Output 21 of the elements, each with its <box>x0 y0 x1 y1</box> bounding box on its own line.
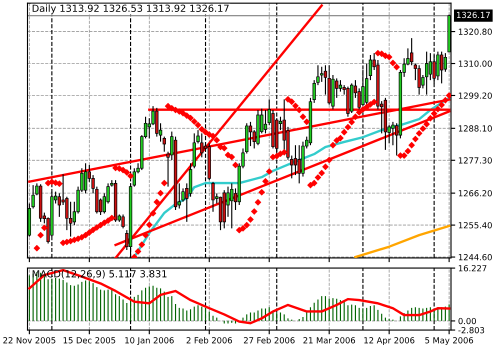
chart-title: Daily 1313.92 1326.53 1313.92 1326.17 <box>32 4 229 14</box>
x-tick-label: 22 Nov 2005 <box>3 337 56 344</box>
y-tick-label: 1320.80 <box>458 28 492 35</box>
ref-line-label: 1326.17 <box>456 12 490 18</box>
x-tick-label: 5 May 2006 <box>425 337 474 346</box>
y-tick-label: 1266.20 <box>458 190 492 196</box>
y-tick-label: 16.227 <box>458 265 486 272</box>
y-tick-label: 1288.10 <box>458 125 492 132</box>
y-tick-label: 1299.20 <box>458 92 492 99</box>
x-tick-label: 10 Jan 2006 <box>125 337 174 345</box>
x-tick-label: 12 Apr 2006 <box>364 337 414 346</box>
x-tick-label: 21 Mar 2006 <box>303 337 356 344</box>
y-tick-label: 1255.40 <box>458 222 492 228</box>
y-tick-label: 1244.60 <box>458 254 492 260</box>
x-tick-label: 27 Feb 2006 <box>244 336 295 344</box>
y-tick-label: 0.00 <box>458 318 476 324</box>
y-tick-label: -2.803 <box>458 327 484 334</box>
y-tick-label: 1310.00 <box>458 60 492 67</box>
x-tick-label: 2 Feb 2006 <box>186 336 232 344</box>
y-tick-label: 1277.30 <box>458 157 492 164</box>
x-tick-label: 15 Dec 2005 <box>64 337 116 344</box>
